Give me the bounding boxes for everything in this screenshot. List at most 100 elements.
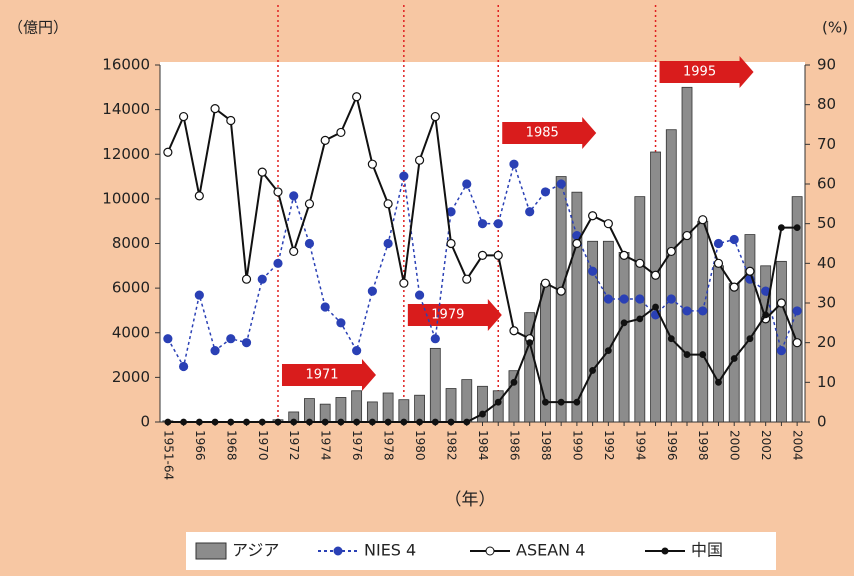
y-tick-label: 16000 bbox=[102, 56, 150, 74]
x-tick-label: 2004 bbox=[791, 430, 805, 461]
x-tick-label: 1970 bbox=[256, 430, 270, 461]
bar bbox=[382, 392, 394, 423]
event-arrow bbox=[407, 299, 502, 331]
point bbox=[368, 418, 376, 426]
point bbox=[241, 274, 252, 284]
event-label: 1985 bbox=[526, 126, 559, 141]
point bbox=[210, 346, 220, 356]
y-tick-label: 14000 bbox=[102, 100, 150, 118]
point bbox=[304, 199, 315, 209]
point bbox=[699, 351, 707, 358]
point bbox=[493, 219, 503, 229]
y-tick-label: 0 bbox=[140, 413, 150, 431]
point bbox=[667, 335, 675, 343]
point bbox=[352, 92, 362, 102]
plot-area bbox=[160, 62, 805, 422]
point bbox=[241, 338, 252, 348]
point bbox=[589, 367, 597, 374]
bar bbox=[351, 390, 363, 423]
point bbox=[416, 418, 423, 426]
point bbox=[163, 334, 173, 344]
legend-swatch bbox=[333, 546, 343, 556]
bar bbox=[587, 240, 599, 423]
bar bbox=[477, 385, 488, 423]
y2-tick-label: 70 bbox=[817, 135, 836, 153]
point bbox=[729, 282, 739, 292]
point bbox=[273, 258, 283, 268]
y2-tick-label: 90 bbox=[817, 56, 836, 74]
point bbox=[526, 339, 534, 347]
x-tick-label: 2000 bbox=[728, 430, 742, 461]
bar bbox=[634, 196, 646, 423]
point bbox=[336, 127, 346, 138]
bar bbox=[335, 397, 347, 423]
x-tick-label: 1980 bbox=[413, 430, 427, 461]
point bbox=[479, 410, 486, 418]
point bbox=[226, 334, 236, 344]
point bbox=[604, 347, 612, 355]
point bbox=[463, 418, 471, 426]
x-tick-label: 1982 bbox=[445, 430, 459, 461]
point bbox=[698, 306, 708, 316]
point bbox=[572, 238, 582, 249]
point bbox=[180, 418, 187, 426]
legend-swatch bbox=[195, 542, 227, 560]
point bbox=[713, 238, 724, 249]
point bbox=[227, 418, 235, 426]
point bbox=[682, 306, 692, 316]
point bbox=[778, 224, 785, 232]
point bbox=[652, 303, 659, 311]
bar bbox=[681, 86, 693, 423]
point bbox=[510, 378, 518, 386]
point bbox=[290, 418, 298, 426]
point bbox=[635, 294, 645, 304]
event-label: 1995 bbox=[683, 65, 716, 80]
point bbox=[477, 219, 488, 229]
point bbox=[210, 104, 220, 114]
point bbox=[383, 238, 393, 249]
point bbox=[776, 298, 787, 308]
y2-tick-label: 10 bbox=[817, 373, 836, 391]
y-tick-label: 6000 bbox=[112, 279, 150, 297]
point bbox=[635, 258, 645, 268]
legend-label: アジア bbox=[232, 541, 279, 560]
point bbox=[556, 286, 566, 296]
point bbox=[399, 171, 409, 181]
point bbox=[289, 246, 299, 257]
bar bbox=[665, 129, 677, 423]
y2-tick-label: 50 bbox=[817, 214, 836, 232]
y2-tick-label: 60 bbox=[817, 175, 836, 193]
point bbox=[195, 418, 203, 426]
x-tick-label: 1994 bbox=[633, 430, 647, 461]
x-tick-label: 1992 bbox=[602, 430, 616, 461]
point bbox=[320, 302, 330, 312]
point bbox=[792, 306, 802, 316]
x-axis-label: （年） bbox=[445, 490, 496, 510]
point bbox=[729, 234, 739, 245]
legend-label: NIES 4 bbox=[364, 541, 416, 560]
event-arrow bbox=[659, 56, 754, 88]
point bbox=[289, 191, 299, 201]
point bbox=[399, 278, 409, 288]
x-tick-label: 1972 bbox=[287, 430, 301, 461]
point bbox=[211, 418, 219, 426]
point bbox=[384, 418, 392, 426]
point bbox=[430, 111, 440, 122]
y2-tick-label: 40 bbox=[817, 254, 836, 272]
point bbox=[431, 418, 439, 426]
x-tick-label: 1988 bbox=[539, 430, 553, 461]
x-tick-label: 2002 bbox=[759, 430, 773, 461]
y2-tick-label: 0 bbox=[817, 413, 827, 431]
point bbox=[588, 266, 598, 276]
bar bbox=[304, 398, 315, 423]
y-tick-label: 8000 bbox=[112, 234, 150, 252]
point bbox=[792, 338, 802, 348]
point bbox=[494, 398, 502, 406]
point bbox=[666, 294, 676, 304]
bar bbox=[414, 394, 425, 423]
event-label: 1971 bbox=[305, 368, 338, 383]
bar bbox=[508, 370, 520, 423]
y2-axis-label: (%) bbox=[822, 19, 848, 37]
point bbox=[367, 286, 377, 296]
point bbox=[400, 418, 408, 426]
